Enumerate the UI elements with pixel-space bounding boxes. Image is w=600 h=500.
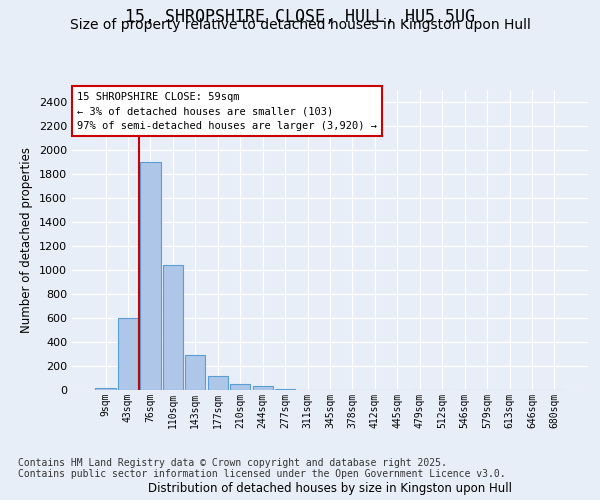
Bar xyxy=(185,354,205,390)
Bar xyxy=(118,318,138,390)
Bar xyxy=(140,162,161,390)
Text: Contains HM Land Registry data © Crown copyright and database right 2025.
Contai: Contains HM Land Registry data © Crown c… xyxy=(18,458,506,479)
Bar xyxy=(208,376,228,390)
Text: Distribution of detached houses by size in Kingston upon Hull: Distribution of detached houses by size … xyxy=(148,482,512,495)
Text: 15 SHROPSHIRE CLOSE: 59sqm
← 3% of detached houses are smaller (103)
97% of semi: 15 SHROPSHIRE CLOSE: 59sqm ← 3% of detac… xyxy=(77,92,377,131)
Bar xyxy=(163,265,183,390)
Text: 15, SHROPSHIRE CLOSE, HULL, HU5 5UG: 15, SHROPSHIRE CLOSE, HULL, HU5 5UG xyxy=(125,8,475,26)
Text: Size of property relative to detached houses in Kingston upon Hull: Size of property relative to detached ho… xyxy=(70,18,530,32)
Bar xyxy=(230,384,250,390)
Bar xyxy=(95,388,116,390)
Bar xyxy=(253,386,273,390)
Y-axis label: Number of detached properties: Number of detached properties xyxy=(20,147,34,333)
